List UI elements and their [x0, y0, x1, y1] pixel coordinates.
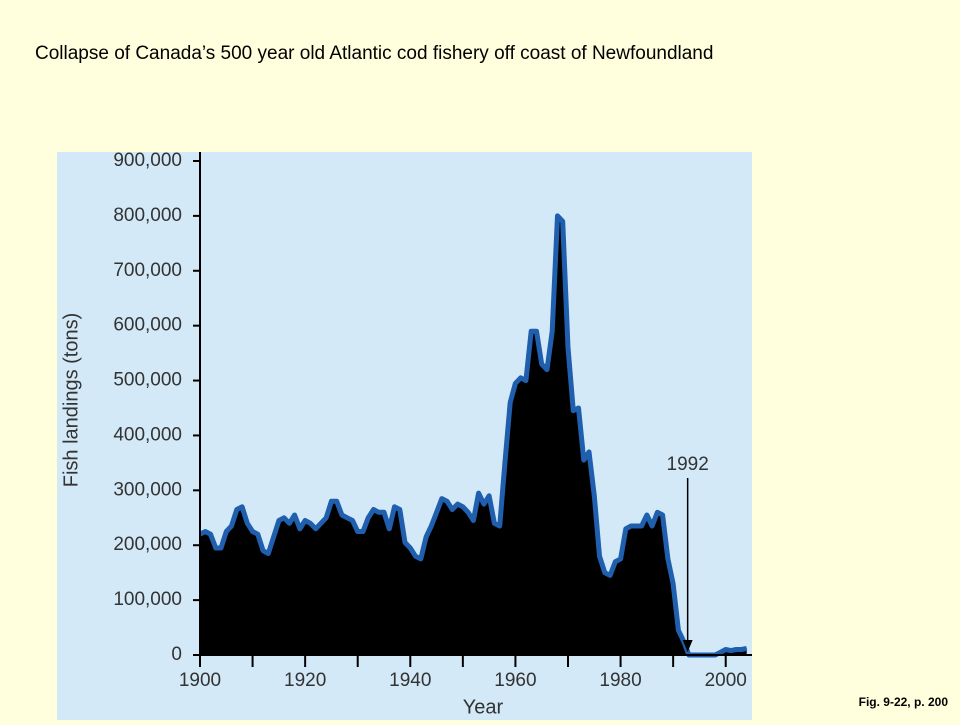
x-tick-label: 1940 — [389, 670, 431, 691]
line — [198, 213, 748, 658]
y-tick-label: 100,000 — [113, 589, 182, 610]
x-tick-label: 2000 — [705, 670, 747, 691]
y-tick-label: 600,000 — [113, 315, 182, 336]
slide-title: Collapse of Canada’s 500 year old Atlant… — [35, 43, 713, 64]
y-tick-label: 400,000 — [113, 424, 182, 445]
x-axis-label: Year — [463, 696, 504, 718]
annotation-label: 1992 — [667, 454, 709, 475]
footnote: Fig. 9-22, p. 200 — [859, 695, 949, 709]
x-tick-label: 1960 — [494, 670, 536, 691]
y-axis-label: Fish landings (tons) — [60, 313, 82, 488]
y-tick-label: 800,000 — [113, 205, 182, 226]
y-tick-label: 500,000 — [113, 370, 182, 391]
y-tick-label: 0 — [171, 644, 182, 665]
x-tick-label: 1900 — [179, 670, 221, 691]
y-tick-label: 200,000 — [113, 534, 182, 555]
x-tick-label: 1980 — [599, 670, 641, 691]
y-tick-label: 300,000 — [113, 479, 182, 500]
y-tick-label: 700,000 — [113, 260, 182, 281]
area — [200, 215, 747, 655]
plot: 0 100,000 200,000 300,000 400,000 500,000 600,… — [60, 150, 752, 718]
y-tick-label: 900,000 — [113, 150, 182, 171]
arrow-head — [682, 640, 693, 652]
x-tick-label: 1920 — [284, 670, 326, 691]
